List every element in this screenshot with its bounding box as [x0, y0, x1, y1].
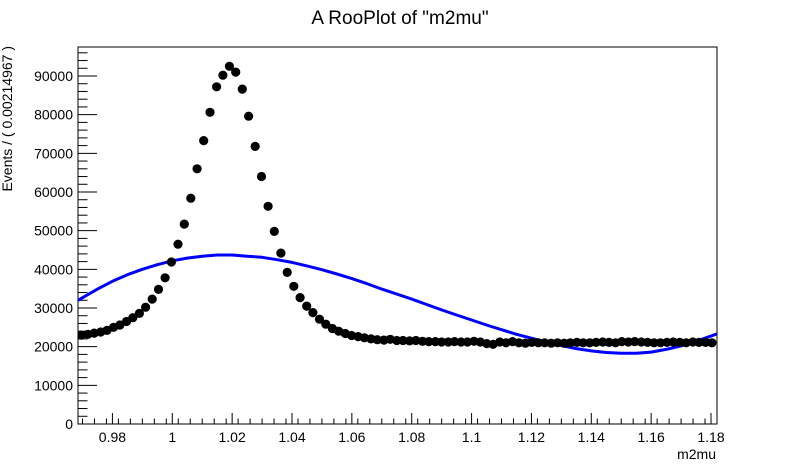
data-point	[398, 335, 408, 346]
data-point	[308, 308, 318, 318]
x-tick-label: 1.08	[398, 429, 425, 445]
data-point	[533, 338, 543, 348]
data-point	[250, 141, 260, 151]
data-point	[199, 136, 209, 146]
data-point	[527, 337, 537, 347]
y-tick-label: 10000	[34, 377, 73, 393]
data-point	[276, 248, 286, 258]
data-points-layer	[78, 61, 717, 349]
y-tick-label: 30000	[34, 300, 73, 316]
x-tick-label: 1.06	[338, 429, 365, 445]
y-tick-label: 60000	[34, 184, 73, 200]
x-axis-label: m2mu	[677, 446, 716, 462]
data-point	[173, 239, 183, 249]
data-point	[147, 294, 157, 304]
y-tick-label: 80000	[34, 107, 73, 123]
data-point	[630, 337, 640, 347]
data-point	[295, 293, 305, 303]
data-point	[160, 273, 170, 283]
data-point	[256, 171, 267, 182]
data-point	[514, 338, 524, 348]
data-point	[192, 164, 202, 174]
data-point	[424, 337, 434, 347]
data-point	[655, 338, 666, 348]
fit-curve-line	[78, 253, 717, 355]
data-point	[540, 338, 550, 348]
data-point	[372, 335, 382, 345]
x-axis: 0.98 1 1.02 1.04 1.06 1.08 1.1 1.12 1.14 1.16 1.18	[81, 413, 725, 445]
data-point	[263, 201, 273, 211]
data-point	[552, 338, 563, 348]
data-point	[212, 82, 222, 92]
data-point	[604, 337, 614, 347]
data-point	[282, 267, 292, 277]
y-tick-label: 90000	[34, 68, 73, 84]
y-axis-label: Events / ( 0.00214967 )	[0, 46, 15, 192]
chart-title: A RooPlot of "m2mu"	[311, 8, 488, 29]
x-tick-label: 1.02	[219, 429, 246, 445]
x-tick-label: 1.04	[278, 429, 305, 445]
data-point	[321, 319, 331, 329]
data-point	[231, 67, 241, 77]
data-point	[166, 257, 176, 267]
data-point	[224, 61, 234, 71]
x-tick-label: 1.14	[578, 429, 605, 445]
data-point	[141, 302, 151, 312]
data-point	[289, 281, 299, 291]
x-tick-label: 0.98	[99, 429, 126, 445]
data-point	[643, 337, 653, 347]
x-tick-label: 1	[168, 429, 176, 445]
data-point	[128, 313, 138, 323]
data-point	[649, 338, 659, 348]
data-point	[269, 226, 279, 236]
data-point	[449, 337, 460, 347]
fit-curve-layer	[78, 253, 717, 355]
plot-frame	[77, 46, 718, 425]
x-tick-label: 1.16	[638, 429, 665, 445]
y-tick-label: 40000	[34, 261, 73, 277]
y-tick-label: 0	[65, 416, 73, 432]
x-tick-label: 1.1	[462, 429, 482, 445]
data-point	[205, 107, 215, 117]
data-point	[668, 337, 678, 347]
y-tick-label: 20000	[34, 339, 73, 355]
y-tick-label: 50000	[34, 223, 73, 239]
data-point	[218, 70, 228, 80]
data-point	[237, 84, 247, 94]
data-point	[591, 337, 601, 347]
x-tick-label: 1.18	[697, 429, 724, 445]
data-point	[314, 314, 325, 324]
data-point	[186, 193, 196, 203]
data-point	[707, 338, 717, 348]
x-tick-label: 1.12	[518, 429, 545, 445]
data-point	[694, 337, 704, 347]
data-point	[179, 219, 189, 229]
data-point	[578, 338, 588, 348]
data-point	[134, 308, 144, 318]
data-point	[244, 111, 254, 121]
y-tick-label: 70000	[34, 145, 73, 161]
data-point	[617, 337, 627, 347]
data-point	[437, 337, 447, 347]
data-point	[302, 301, 312, 311]
data-point	[565, 338, 575, 348]
data-point	[153, 284, 164, 294]
data-point	[456, 337, 466, 347]
y-axis: 0 10000 20000 30000 40000 50000 60000 70000 8000…	[34, 52, 97, 432]
